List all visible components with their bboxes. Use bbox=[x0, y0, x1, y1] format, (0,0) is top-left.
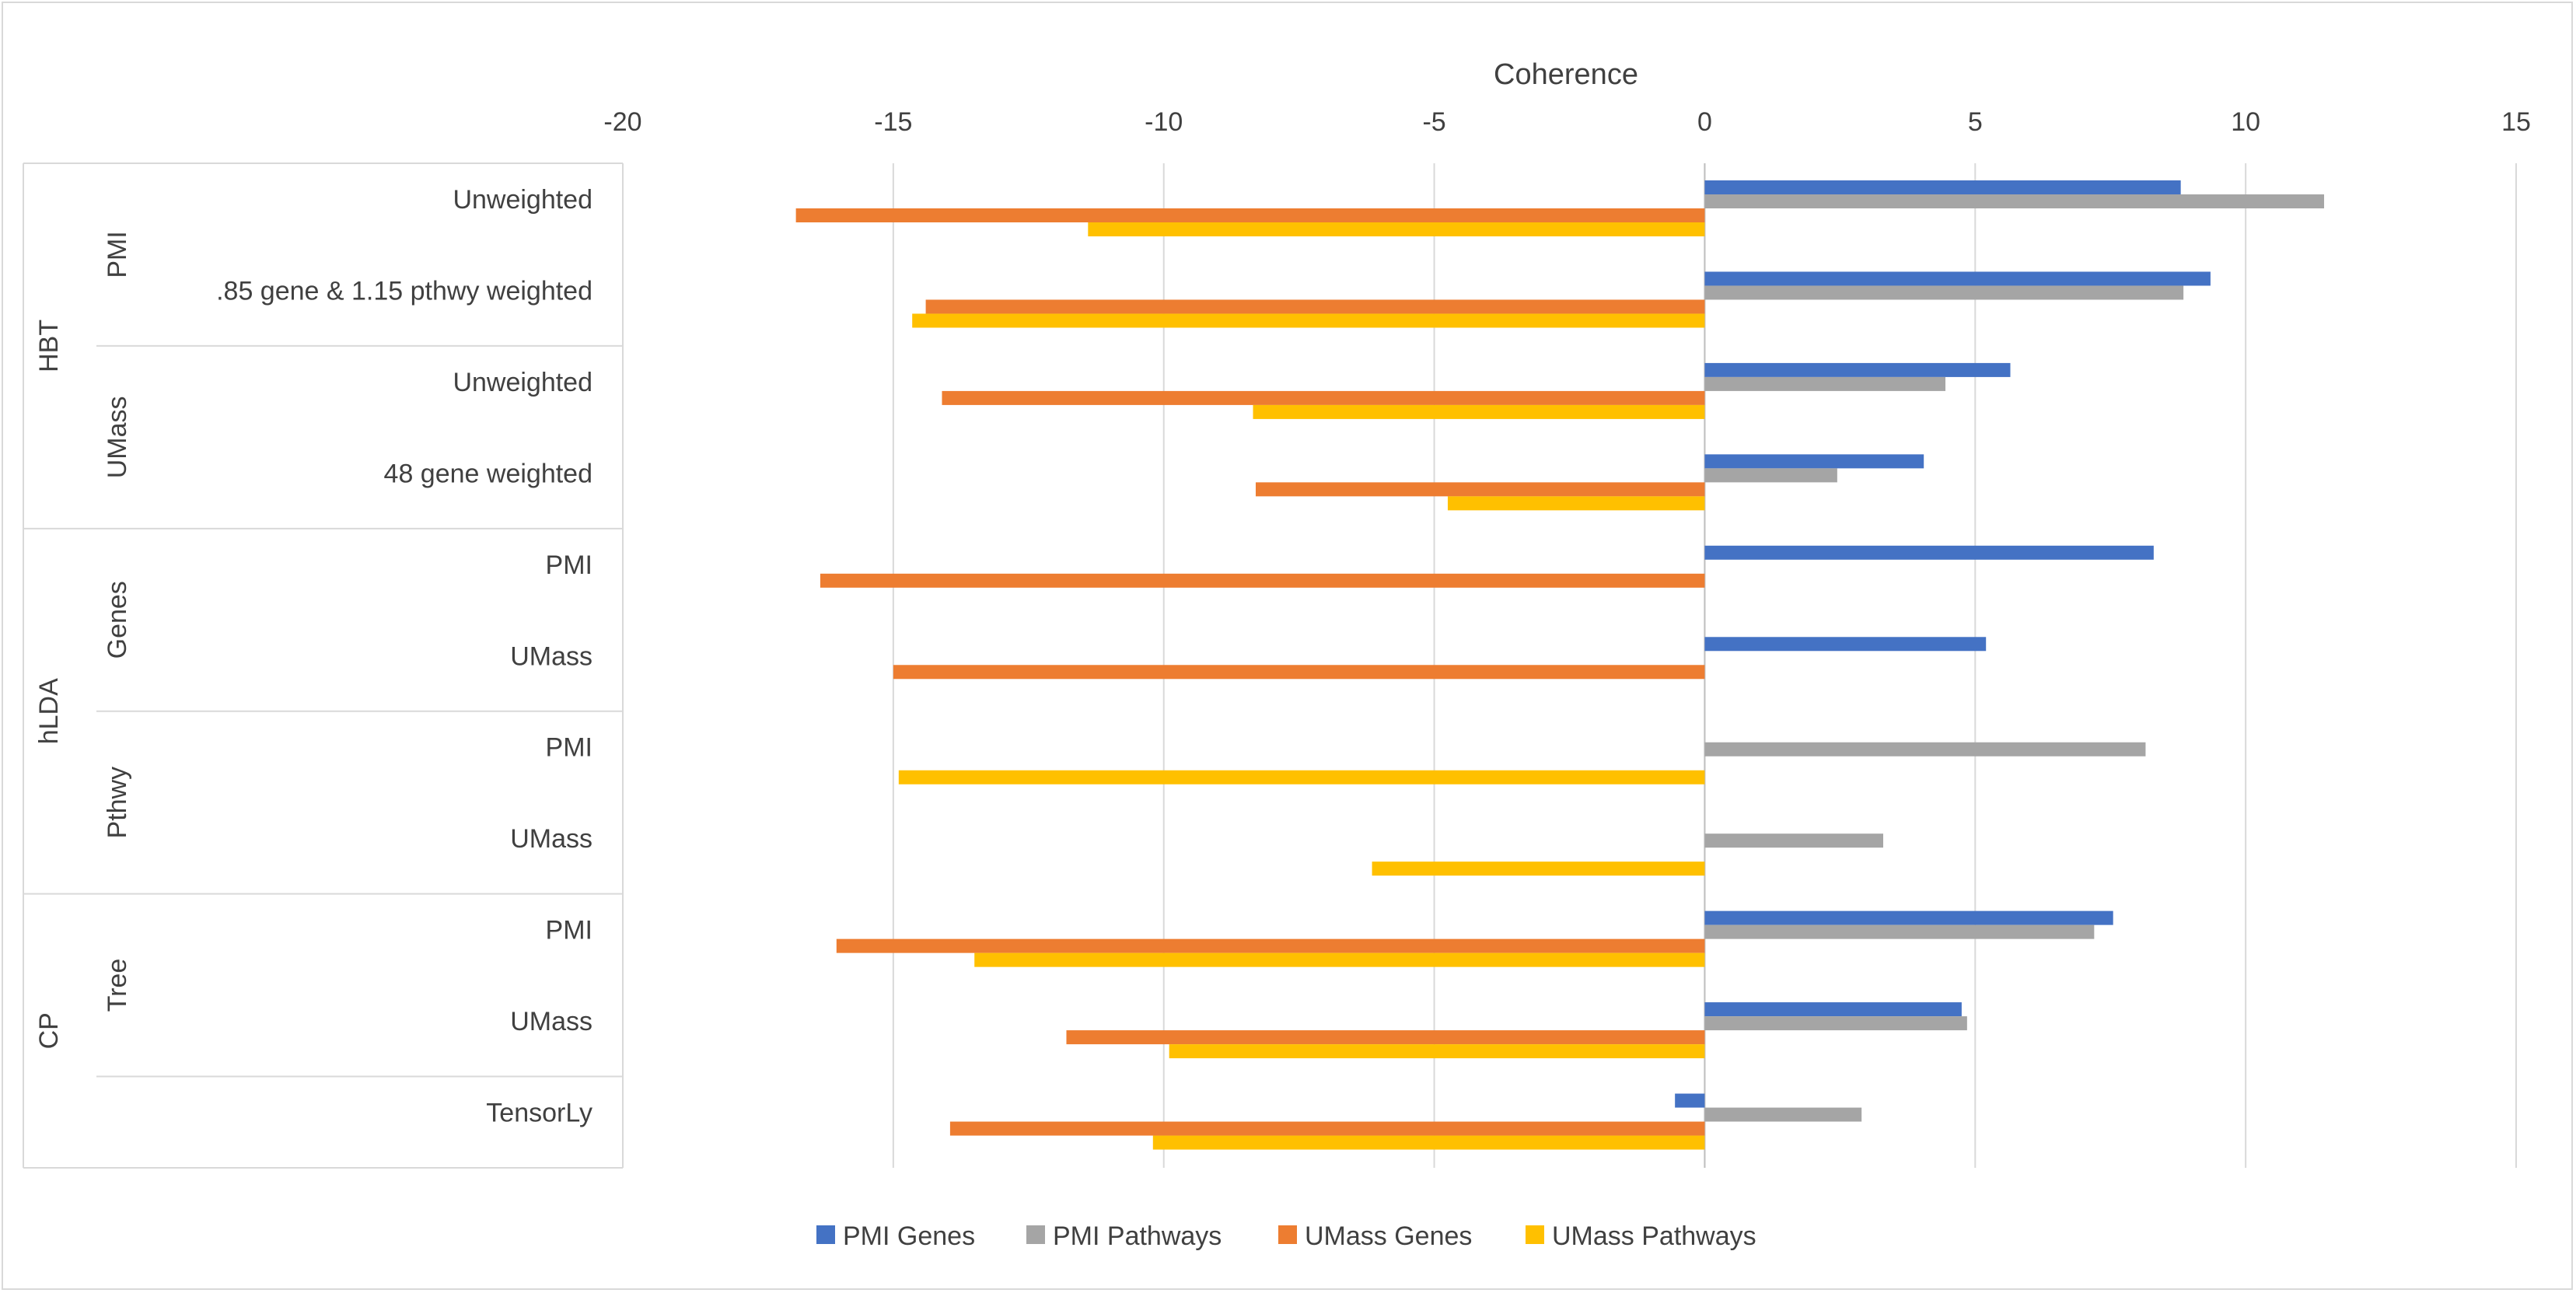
group-label: HBT bbox=[34, 320, 64, 372]
legend: PMI Genes PMI Pathways UMass Genes UMass Pa… bbox=[816, 1221, 1756, 1251]
bar-umass-pathways bbox=[1372, 861, 1705, 876]
bar-umass-genes bbox=[1066, 1030, 1705, 1045]
category-label: PMI bbox=[546, 550, 592, 580]
x-tick-label: 5 bbox=[1968, 107, 1983, 137]
bar-pmi-genes bbox=[1704, 454, 1924, 469]
bar-umass-genes bbox=[820, 573, 1705, 588]
category-label: UMass bbox=[510, 1007, 592, 1036]
bar-pmi-pathways bbox=[1704, 194, 2325, 208]
category-label: TensorLy bbox=[486, 1099, 592, 1128]
legend-swatch bbox=[1526, 1225, 1544, 1244]
bar-umass-genes bbox=[925, 299, 1705, 314]
category-label: PMI bbox=[546, 733, 592, 763]
bar-pmi-genes bbox=[1675, 1093, 1705, 1108]
bar-umass-pathways bbox=[912, 313, 1705, 328]
subgroup-label: Tree bbox=[103, 959, 132, 1012]
bar-pmi-pathways bbox=[1704, 1016, 1967, 1031]
category-label: Unweighted bbox=[453, 368, 592, 397]
bar-umass-pathways bbox=[898, 770, 1705, 785]
bar-pmi-pathways bbox=[1704, 833, 1884, 848]
bar-pmi-pathways bbox=[1704, 285, 2184, 300]
x-tick-label: -10 bbox=[1145, 107, 1183, 137]
bar-umass-genes bbox=[893, 665, 1705, 680]
bar-pmi-pathways bbox=[1704, 742, 2146, 757]
bar-pmi-pathways bbox=[1704, 924, 2095, 939]
bar-pmi-genes bbox=[1704, 1002, 1962, 1017]
bar-pmi-genes bbox=[1704, 362, 2011, 377]
bar-pmi-pathways bbox=[1704, 468, 1837, 483]
x-tick-label: -5 bbox=[1422, 107, 1445, 137]
category-label: 48 gene weighted bbox=[384, 459, 592, 488]
bar-umass-pathways bbox=[1447, 496, 1705, 511]
bar-umass-pathways bbox=[974, 952, 1705, 967]
category-label: Unweighted bbox=[453, 185, 592, 215]
bar-pmi-genes bbox=[1704, 271, 2211, 286]
subgroup-label: PMI bbox=[103, 231, 132, 278]
bar-umass-genes bbox=[942, 390, 1705, 405]
category-label: .85 gene & 1.15 pthwy weighted bbox=[216, 276, 592, 306]
coherence-bar-chart: -20 -15 -10 -5 0 5 10 15 Unweighted .85 gene & 1… bbox=[23, 58, 2531, 1251]
bar-umass-pathways bbox=[1152, 1135, 1705, 1150]
group-label: CP bbox=[34, 1012, 64, 1049]
bar-umass-genes bbox=[1255, 482, 1705, 497]
bars bbox=[795, 180, 2325, 1150]
subgroup-label: UMass bbox=[103, 396, 132, 478]
category-axis-frame bbox=[23, 162, 624, 1169]
subgroup-label: Pthwy bbox=[103, 767, 132, 839]
bar-umass-pathways bbox=[1169, 1044, 1705, 1059]
subgroup-label: Genes bbox=[103, 581, 132, 659]
bar-umass-genes bbox=[836, 938, 1705, 953]
bar-pmi-genes bbox=[1704, 910, 2113, 925]
x-tick-label: 10 bbox=[2231, 107, 2260, 137]
group-label: hLDA bbox=[34, 678, 64, 744]
bar-umass-genes bbox=[949, 1121, 1705, 1136]
x-tick-label: 0 bbox=[1697, 107, 1712, 137]
legend-label: UMass Pathways bbox=[1552, 1221, 1756, 1251]
category-label: UMass bbox=[510, 641, 592, 671]
category-label: PMI bbox=[546, 916, 592, 945]
x-tick-labels: -20 -15 -10 -5 0 5 10 15 bbox=[603, 107, 2530, 137]
x-tick-label: -15 bbox=[874, 107, 912, 137]
bar-pmi-genes bbox=[1704, 637, 1987, 652]
bar-umass-genes bbox=[795, 208, 1705, 222]
legend-swatch bbox=[1026, 1225, 1045, 1244]
bar-pmi-pathways bbox=[1704, 1107, 1862, 1122]
bar-pmi-genes bbox=[1704, 545, 2154, 560]
x-axis-title: Coherence bbox=[1494, 58, 1638, 91]
bar-umass-pathways bbox=[1088, 222, 1705, 236]
x-tick-label: 15 bbox=[2501, 107, 2531, 137]
legend-label: UMass Genes bbox=[1305, 1221, 1472, 1251]
legend-label: PMI Pathways bbox=[1053, 1221, 1222, 1251]
bar-pmi-genes bbox=[1704, 180, 2181, 194]
category-labels: Unweighted .85 gene & 1.15 pthwy weighted… bbox=[34, 185, 592, 1128]
category-label: UMass bbox=[510, 824, 592, 854]
legend-swatch bbox=[1278, 1225, 1297, 1244]
bar-pmi-pathways bbox=[1704, 376, 1946, 391]
bar-umass-pathways bbox=[1253, 404, 1705, 419]
legend-label: PMI Genes bbox=[843, 1221, 975, 1251]
legend-swatch bbox=[816, 1225, 835, 1244]
x-tick-label: -20 bbox=[603, 107, 641, 137]
